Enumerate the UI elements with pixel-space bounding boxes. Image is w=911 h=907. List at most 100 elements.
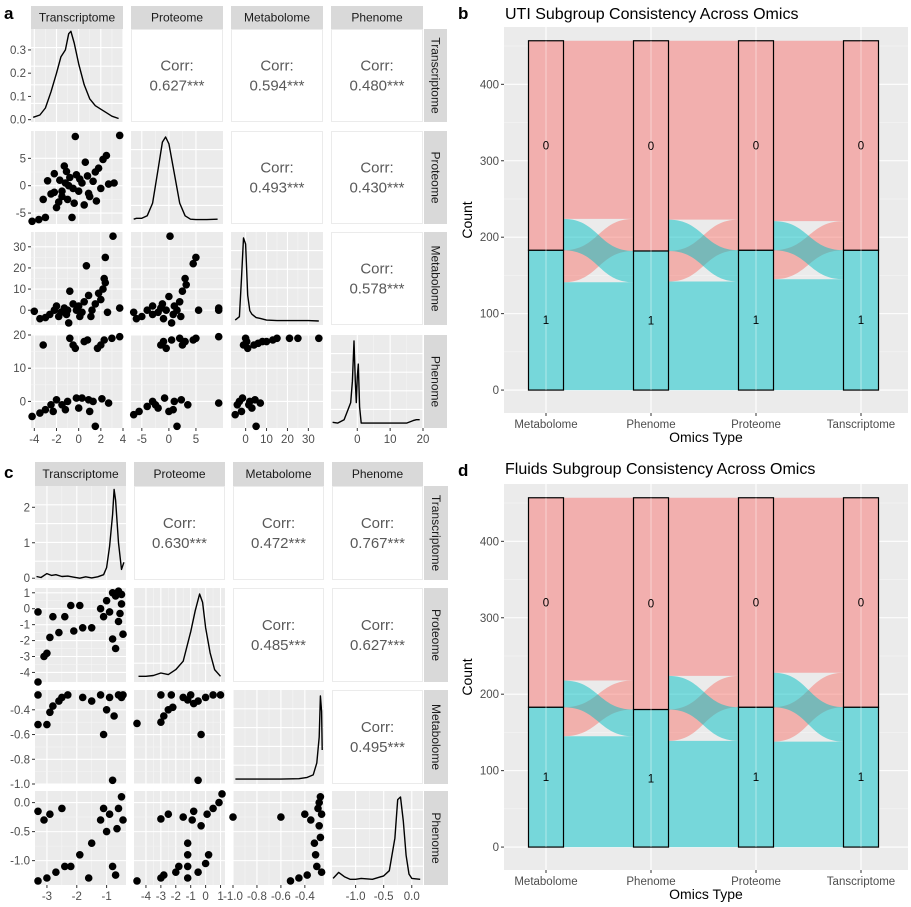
corr-panel (331, 131, 423, 224)
scatter-point (66, 173, 74, 182)
scatter-point (143, 306, 151, 315)
stratum-label-1: 1 (753, 772, 759, 784)
scatter-point (252, 422, 260, 431)
scatter-point (160, 712, 168, 720)
scatter-point (160, 871, 168, 879)
scatter-point (88, 306, 96, 315)
corr-value: 0.627*** (350, 637, 405, 654)
scatter-point (34, 807, 42, 816)
scatter-point (87, 697, 96, 705)
y-tick-label: -0.8 (10, 754, 30, 766)
stratum-label-0: 0 (858, 597, 864, 609)
stratum-1 (737, 706, 775, 848)
strip-label-top: Metabolome (244, 11, 310, 25)
flow-1-to-1 (773, 741, 844, 848)
scatter-point (204, 851, 213, 859)
scatter-point (87, 312, 95, 321)
scatter-point (99, 730, 108, 739)
scatter-point (192, 253, 200, 262)
scatter-point (68, 213, 76, 222)
scatter-point (61, 862, 69, 871)
corr-value: 0.495*** (350, 739, 405, 756)
y-tick-label: 300 (480, 613, 499, 625)
scatter-point (78, 693, 87, 702)
scatter-point (182, 281, 190, 289)
scatter-point (50, 188, 59, 197)
y-tick-label: 0.0 (14, 798, 30, 810)
x-tick-label: 20 (281, 434, 294, 446)
x-tick-label: 10 (384, 434, 397, 446)
scatter-point (80, 298, 88, 306)
scatter-point (52, 302, 61, 310)
scatter-point (103, 308, 112, 317)
x-tick-label: -0.5 (374, 891, 394, 903)
scatter-point (203, 810, 211, 818)
x-tick-label: 5 (193, 434, 199, 446)
strip-top-proteome (131, 6, 223, 29)
scatter-point (303, 871, 312, 879)
panel-letter-c: c (4, 463, 13, 482)
stratum-1 (527, 706, 565, 848)
scatter-point (317, 868, 326, 876)
scatter-point (41, 213, 50, 222)
strip-label-top: Proteome (151, 11, 203, 25)
scatter-point (158, 300, 167, 308)
y-tick-label: 100 (480, 309, 499, 321)
chart-title: UTI Subgroup Consistency Across Omics (505, 6, 798, 23)
scatter-point (169, 310, 177, 319)
scatter-point (175, 862, 183, 871)
scatter-point (34, 720, 42, 729)
scatter-point (85, 407, 94, 416)
flow-1-to-1 (563, 282, 634, 391)
corr-panel (332, 690, 423, 784)
y-tick-label: 0 (24, 573, 30, 585)
density-line (138, 593, 222, 677)
x-tick-label: Tanscriptome (827, 876, 895, 888)
y-tick-label: 0 (20, 305, 26, 317)
scatter-point (76, 851, 84, 859)
scatter-point (84, 189, 93, 198)
scatter-point (96, 604, 105, 613)
strip-right-transcriptome (424, 29, 447, 122)
scatter-point (52, 396, 61, 404)
scatter-point (215, 798, 223, 807)
scatter-point (102, 706, 111, 714)
x-tick-label: Phenome (626, 876, 675, 888)
stratum-1 (842, 249, 880, 391)
scatter-point (64, 691, 72, 699)
x-tick-label: -2 (72, 891, 82, 903)
stratum-0 (842, 40, 880, 251)
scatter-point (104, 399, 113, 407)
scatter-point (108, 862, 117, 871)
scatter-point (63, 397, 72, 406)
stratum-label-1: 1 (753, 315, 759, 327)
strip-top-transcriptome (35, 462, 126, 486)
stratum-1 (842, 706, 880, 848)
scatter-point (102, 596, 111, 605)
scatter-point (317, 810, 326, 818)
scatter-point (96, 691, 105, 699)
scatter-point (81, 158, 90, 166)
scatter-point (46, 708, 54, 717)
scatter-point (189, 699, 198, 708)
scatter-point (62, 310, 71, 319)
stratum-0 (527, 497, 565, 708)
plot-panel (134, 690, 225, 784)
x-tick-label: -0.4 (295, 891, 315, 903)
strip-top-transcriptome (31, 6, 123, 29)
stratum-label-1: 1 (858, 772, 864, 784)
scatter-point (74, 302, 83, 310)
scatter-point (34, 691, 42, 699)
x-tick-label: Proteome (731, 419, 781, 431)
y-tick-label: 100 (480, 766, 499, 778)
corr-value: 0.493*** (249, 180, 304, 197)
strip-label-right: Transcriptome (429, 37, 443, 114)
corr-value: 0.480*** (349, 78, 404, 95)
scatter-point (52, 868, 60, 876)
strip-label-right: Phenome (429, 812, 443, 864)
corr-value: 0.627*** (149, 78, 204, 95)
scatter-point (181, 274, 189, 283)
scatter-point (143, 402, 151, 411)
scatter-point (43, 177, 52, 185)
pairs-plot-a: Transcriptome Proteome Metabolome Phenome Tr… (10, 6, 447, 446)
